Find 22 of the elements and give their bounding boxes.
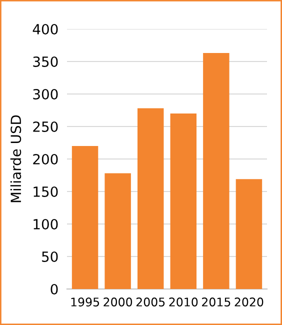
bar [170, 114, 197, 289]
x-tick-label: 2000 [104, 298, 132, 306]
y-tick-label: 50 [42, 251, 58, 262]
x-tick-label: 2010 [169, 298, 198, 306]
bar [203, 53, 230, 289]
y-tick-label: 300 [33, 88, 58, 100]
y-tick-label: 400 [32, 24, 58, 34]
y-tick-label: 150 [34, 186, 58, 197]
bar [236, 179, 262, 289]
y-axis-title: Miliarde USD [10, 115, 22, 202]
x-tick-label: 2005 [136, 298, 165, 306]
bar [137, 108, 164, 289]
y-tick-label: 350 [33, 56, 58, 67]
y-tick-label: 200 [33, 154, 58, 164]
y-tick-label: 0 [50, 284, 58, 294]
x-tick-label: 2015 [202, 298, 230, 306]
bar [104, 173, 131, 289]
y-tick-label: 100 [34, 218, 58, 230]
x-tick-label: 1995 [71, 298, 100, 306]
y-tick-label: 250 [33, 121, 58, 132]
bar [72, 146, 98, 289]
x-tick-label: 2020 [234, 298, 264, 306]
